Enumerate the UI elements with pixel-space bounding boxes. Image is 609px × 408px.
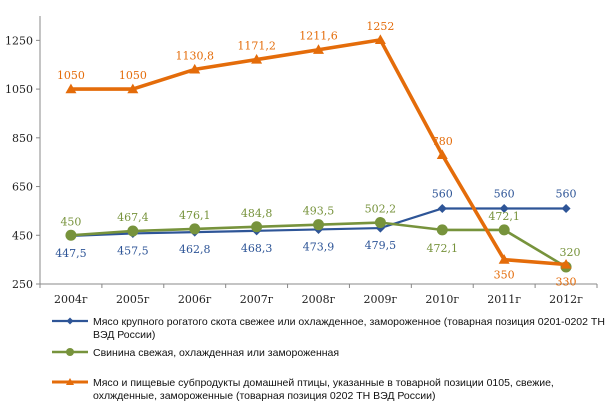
data-point bbox=[374, 34, 386, 45]
data-point bbox=[436, 149, 448, 159]
data-label: 560 bbox=[556, 187, 577, 200]
data-point bbox=[251, 221, 263, 233]
series-group bbox=[65, 34, 572, 273]
x-tick-label: 2009г bbox=[364, 293, 398, 306]
legend-label: ВЭД России) bbox=[93, 329, 155, 341]
legend-label: Мясо и пищевые субпродукты домашней птиц… bbox=[93, 377, 554, 389]
data-point bbox=[561, 203, 571, 213]
y-tick-label: 1250 bbox=[5, 34, 33, 47]
x-tick-label: 2011г bbox=[487, 293, 521, 306]
data-labels: 447,5 457,5 462,8 468,3 473,9 479,5 560 560 560 4… bbox=[55, 20, 580, 289]
data-label: 473,9 bbox=[303, 240, 335, 253]
data-label: 468,3 bbox=[241, 242, 273, 255]
data-label: 1050 bbox=[57, 69, 85, 82]
data-point bbox=[498, 224, 510, 236]
data-label: 462,8 bbox=[179, 243, 211, 256]
x-tick-label: 2007г bbox=[240, 293, 274, 306]
data-point bbox=[251, 54, 263, 64]
data-point bbox=[313, 219, 324, 231]
y-tick-label: 450 bbox=[12, 229, 33, 242]
legend-label: Свинина свежая, охлажденная или замороже… bbox=[93, 347, 339, 359]
data-point bbox=[189, 223, 201, 235]
data-point bbox=[127, 225, 139, 237]
data-point bbox=[374, 217, 386, 229]
data-label: 1211,6 bbox=[299, 30, 338, 43]
data-label: 484,8 bbox=[241, 207, 273, 220]
data-label: 479,5 bbox=[365, 239, 397, 252]
data-point bbox=[499, 203, 509, 213]
data-point bbox=[65, 229, 77, 241]
x-tick-label: 2010г bbox=[425, 293, 459, 306]
y-tick-label: 650 bbox=[12, 181, 33, 194]
data-point bbox=[189, 63, 201, 74]
data-label: 1252 bbox=[366, 20, 394, 33]
data-label: 502,2 bbox=[365, 203, 397, 216]
data-point bbox=[498, 254, 510, 264]
x-tick-label: 2006г bbox=[178, 293, 212, 306]
y-tick-label: 1050 bbox=[5, 83, 33, 96]
data-point bbox=[66, 317, 74, 325]
data-label: 1130,8 bbox=[175, 49, 214, 62]
legend: Мясо крупного рогатого скота свежее или … bbox=[52, 316, 605, 402]
legend-label: охлжденные, замороженные (товарная позиц… bbox=[93, 390, 435, 402]
data-point bbox=[437, 203, 447, 213]
x-tick-label: 2012г bbox=[549, 293, 583, 306]
data-point bbox=[560, 259, 572, 269]
x-tick-label: 2004г bbox=[54, 293, 88, 306]
data-label: 493,5 bbox=[303, 205, 335, 218]
data-label: 472,1 bbox=[427, 242, 459, 255]
data-point bbox=[436, 224, 448, 236]
data-label: 560 bbox=[432, 187, 453, 200]
data-label: 457,5 bbox=[117, 244, 149, 257]
data-label: 560 bbox=[494, 187, 515, 200]
data-label: 472,1 bbox=[488, 210, 520, 223]
y-tick-label: 250 bbox=[12, 278, 33, 291]
data-label: 476,1 bbox=[179, 209, 211, 222]
legend-label: Мясо крупного рогатого скота свежее или … bbox=[93, 316, 605, 328]
axes: 250 450 650 850 1050 1250 2004г 2005г 2006г 2007г… bbox=[5, 16, 598, 306]
x-tick-label: 2005г bbox=[116, 293, 150, 306]
data-label: 1171,2 bbox=[237, 40, 276, 53]
y-tick-label: 850 bbox=[12, 132, 33, 145]
data-label: 350 bbox=[494, 269, 515, 282]
data-label: 320 bbox=[560, 246, 581, 259]
data-point bbox=[313, 44, 324, 54]
data-label: 447,5 bbox=[55, 247, 87, 260]
data-point bbox=[66, 378, 74, 385]
data-point bbox=[127, 83, 139, 94]
data-label: 330 bbox=[556, 276, 577, 289]
data-point bbox=[66, 348, 74, 356]
data-label: 780 bbox=[432, 135, 453, 148]
data-point bbox=[65, 83, 77, 94]
data-label: 467,4 bbox=[117, 211, 149, 224]
data-label: 450 bbox=[60, 215, 81, 228]
x-tick-label: 2008г bbox=[302, 293, 336, 306]
data-label: 1050 bbox=[119, 69, 147, 82]
